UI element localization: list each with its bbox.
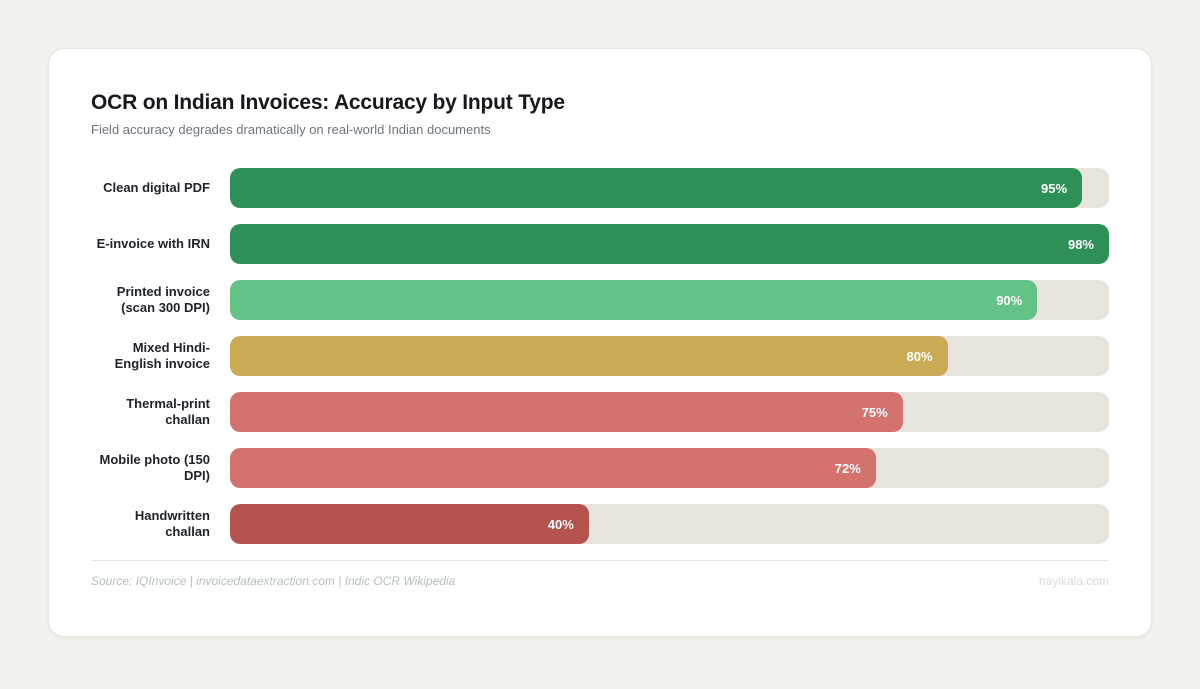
bar: 40% xyxy=(230,504,589,544)
footer-divider xyxy=(91,560,1109,561)
bar-track: 72% xyxy=(230,448,1109,488)
bar: 98% xyxy=(230,224,1109,264)
category-label: Thermal-print challan xyxy=(126,395,210,427)
bar-chart: Clean digital PDF 95% E-invoice with IRN 98… xyxy=(91,168,1109,544)
bar-track: 98% xyxy=(230,224,1109,264)
category-label: Printed invoice (scan 300 DPI) xyxy=(116,283,210,315)
bar-value-label: 98% xyxy=(1067,236,1094,252)
category-label: Mixed Hindi-English invoice xyxy=(114,339,210,371)
chart-card: OCR on Indian Invoices: Accuracy by Inpu… xyxy=(48,48,1152,637)
bar-track: 75% xyxy=(230,392,1109,432)
category-label: Clean digital PDF xyxy=(103,179,210,195)
bar: 75% xyxy=(230,392,903,432)
bar-track: 95% xyxy=(230,168,1109,208)
bar-track: 90% xyxy=(230,280,1109,320)
category-label: Mobile photo (150 DPI) xyxy=(99,451,211,483)
bar: 72% xyxy=(230,448,876,488)
bar-row: Printed invoice (scan 300 DPI) 90% xyxy=(91,280,1109,320)
bar: 80% xyxy=(230,336,948,376)
bar: 95% xyxy=(230,168,1083,208)
category-label: E-invoice with IRN xyxy=(96,235,210,251)
bar-row: Mixed Hindi-English invoice 80% xyxy=(91,336,1109,376)
bar-value-label: 80% xyxy=(906,348,933,364)
watermark-text: nayikala.com xyxy=(1038,574,1109,588)
bar-value-label: 75% xyxy=(861,404,888,420)
bar-row: Thermal-print challan 75% xyxy=(91,392,1109,432)
source-text: Source: IQInvoice | invoicedataextractio… xyxy=(91,574,456,588)
bar: 90% xyxy=(230,280,1038,320)
bar-row: Handwritten challan 40% xyxy=(91,504,1109,544)
bar-value-label: 40% xyxy=(547,516,574,532)
bar-value-label: 90% xyxy=(996,292,1023,308)
bar-track: 40% xyxy=(230,504,1109,544)
bar-value-label: 95% xyxy=(1041,180,1068,196)
chart-subtitle: Field accuracy degrades dramatically on … xyxy=(91,122,491,137)
bar-value-label: 72% xyxy=(834,460,861,476)
bar-row: E-invoice with IRN 98% xyxy=(91,224,1109,264)
bar-track: 80% xyxy=(230,336,1109,376)
bar-row: Clean digital PDF 95% xyxy=(91,168,1109,208)
bar-row: Mobile photo (150 DPI) 72% xyxy=(91,448,1109,488)
chart-title: OCR on Indian Invoices: Accuracy by Inpu… xyxy=(91,91,565,114)
chart-footer: Source: IQInvoice | invoicedataextractio… xyxy=(91,574,1109,588)
category-label: Handwritten challan xyxy=(134,507,210,539)
